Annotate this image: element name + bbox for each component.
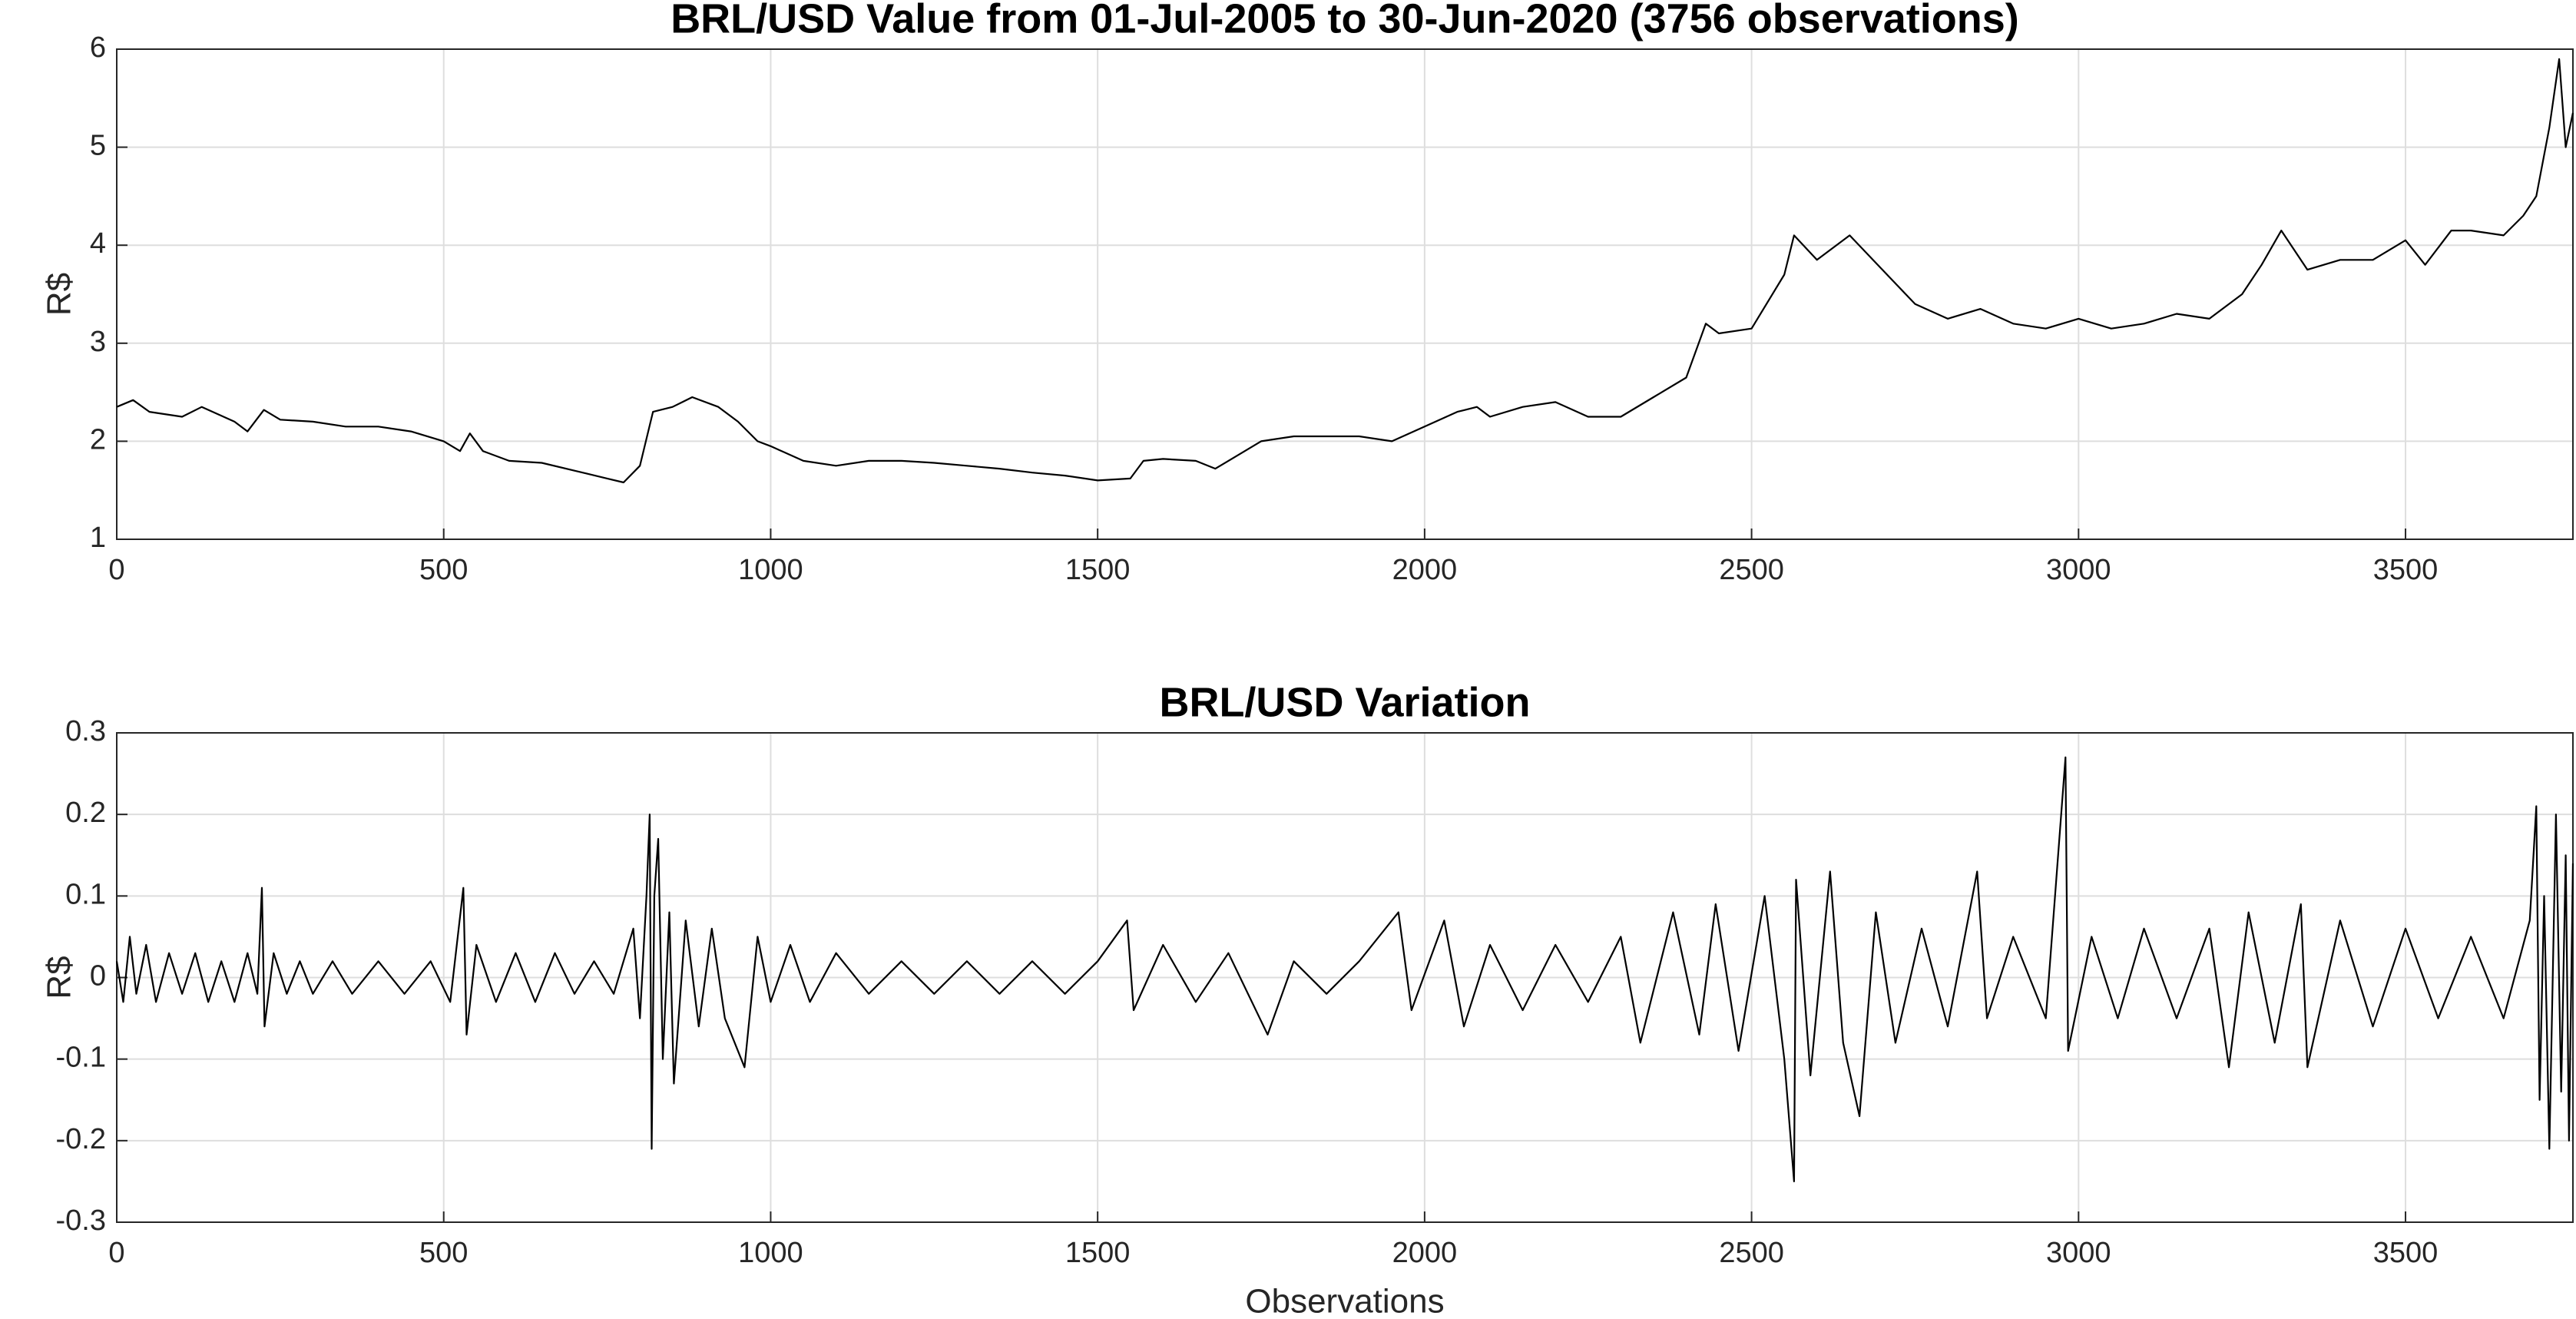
x-tick-label: 1000 (738, 554, 803, 586)
x-axis-label: Observations (1245, 1283, 1444, 1319)
x-tick-label: 500 (419, 554, 468, 586)
x-tick-label: 0 (108, 1237, 124, 1269)
x-tick-label: 3500 (2373, 1237, 2439, 1269)
axes-box (116, 48, 2574, 540)
x-tick-label: 1000 (738, 1237, 803, 1269)
y-tick-label: 0.3 (65, 715, 106, 747)
y-tick-label: 4 (90, 227, 106, 260)
y-tick-label: 0.2 (65, 797, 106, 829)
y-tick-label: -0.3 (56, 1205, 106, 1237)
x-tick-label: 1500 (1065, 554, 1131, 586)
x-tick-label: 2000 (1392, 554, 1458, 586)
series-line (115, 756, 2574, 1182)
x-tick-label: 3500 (2373, 554, 2439, 586)
y-tick-label: 1 (90, 522, 106, 554)
y-tick-label: -0.1 (56, 1042, 106, 1074)
x-tick-label: 2500 (1719, 554, 1784, 586)
x-tick-label: 2500 (1719, 1237, 1784, 1269)
y-tick-label: 3 (90, 326, 106, 358)
chart-title: BRL/USD Value from 01-Jul-2005 to 30-Jun… (670, 0, 2019, 41)
y-tick-label: 0.1 (65, 878, 106, 910)
y-tick-label: 5 (90, 130, 106, 162)
x-tick-label: 3000 (2046, 1237, 2111, 1269)
x-tick-label: 500 (419, 1237, 468, 1269)
x-tick-label: 1500 (1065, 1237, 1131, 1269)
chart-title: BRL/USD Variation (1159, 679, 1530, 725)
y-tick-label: -0.2 (56, 1123, 106, 1155)
y-tick-label: 6 (90, 31, 106, 64)
y-axis-label: R$ (41, 956, 78, 999)
y-axis-label: R$ (41, 273, 78, 316)
y-tick-label: 0 (90, 960, 106, 993)
axes-box (116, 732, 2574, 1223)
x-tick-label: 0 (108, 554, 124, 586)
series-line (116, 58, 2574, 484)
x-tick-label: 3000 (2046, 554, 2111, 586)
x-tick-label: 2000 (1392, 1237, 1458, 1269)
y-tick-label: 2 (90, 423, 106, 456)
